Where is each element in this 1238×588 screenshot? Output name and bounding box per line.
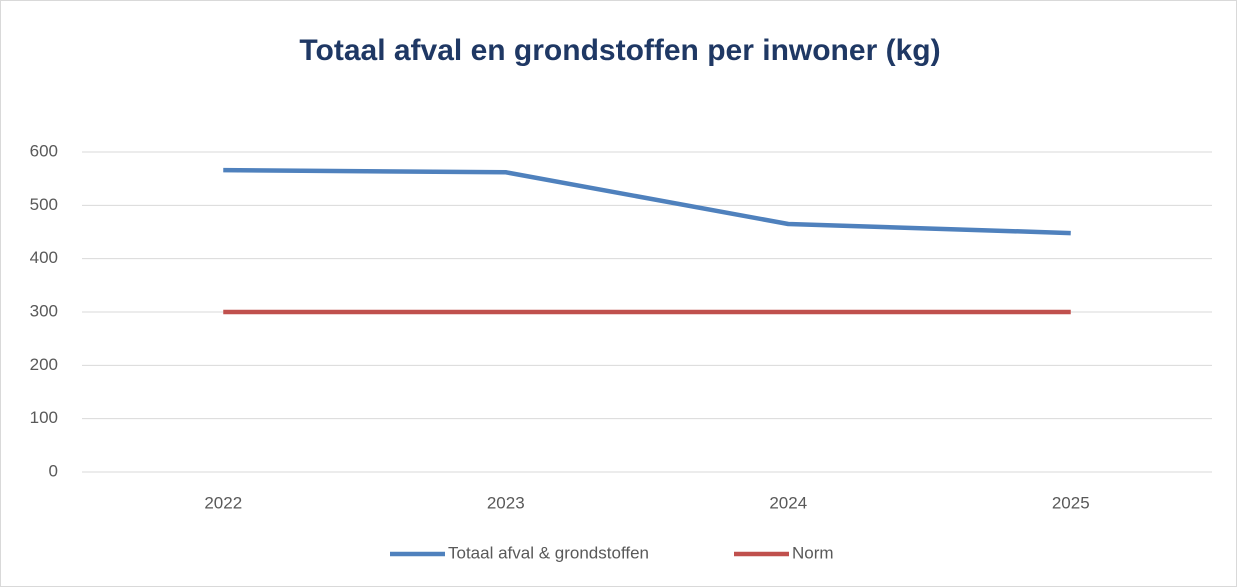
legend-label: Totaal afval & grondstoffen <box>448 543 649 562</box>
x-tick-label: 2025 <box>1052 493 1090 512</box>
x-tick-label: 2023 <box>487 493 525 512</box>
legend-label: Norm <box>792 543 834 562</box>
y-tick-label: 600 <box>30 141 58 160</box>
y-tick-label: 200 <box>30 355 58 374</box>
series-line <box>223 167 1071 236</box>
y-tick-label: 400 <box>30 248 58 267</box>
chart-title: Totaal afval en grondstoffen per inwoner… <box>299 34 940 67</box>
x-tick-label: 2024 <box>769 493 807 512</box>
y-tick-label: 0 <box>49 461 58 480</box>
y-tick-label: 300 <box>30 301 58 320</box>
y-tick-label: 100 <box>30 408 58 427</box>
y-tick-label: 500 <box>30 195 58 214</box>
x-tick-label: 2022 <box>204 493 242 512</box>
